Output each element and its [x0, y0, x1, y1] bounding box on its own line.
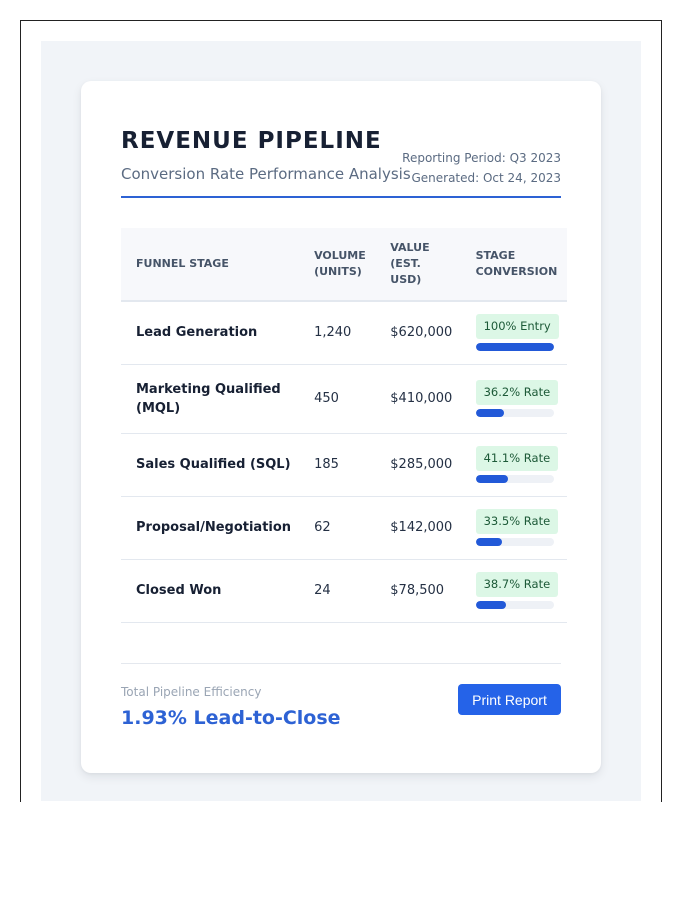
stage-value: $78,500 [375, 559, 461, 623]
conversion-progress-bar [475, 601, 554, 609]
table-row: Proposal/Negotiation 62 $142,000 33.5% Rate [121, 496, 567, 560]
stage-volume: 450 [299, 364, 376, 434]
stage-conversion-cell: 100% Entry [460, 301, 567, 365]
table-row: Sales Qualified (SQL) 185 $285,000 41.1% Ra… [121, 433, 567, 497]
conversion-progress-bar [475, 475, 554, 483]
stage-name: Closed Won [121, 559, 300, 623]
stage-volume: 62 [299, 496, 376, 560]
stage-name: Marketing Qualified (MQL) [121, 364, 300, 434]
column-header-volume: VOLUME (UNITS) [299, 228, 376, 302]
conversion-badge: 33.5% Rate [475, 509, 559, 534]
conversion-progress-fill [475, 475, 508, 483]
column-header-conversion: STAGE CONVERSION [460, 228, 567, 302]
conversion-badge: 100% Entry [475, 314, 559, 340]
stage-conversion-cell: 41.1% Rate [460, 433, 567, 497]
stage-value: $410,000 [375, 364, 461, 434]
efficiency-value: 1.93% Lead-to-Close [121, 707, 341, 729]
stage-volume: 1,240 [299, 301, 376, 365]
page-frame [20, 20, 662, 802]
report-meta: Reporting Period: Q3 2023 Generated: Oct… [402, 148, 561, 188]
stage-name: Proposal/Negotiation [121, 496, 300, 560]
stage-volume: 24 [299, 559, 376, 623]
table-header-row: FUNNEL STAGE VOLUME (UNITS) VALUE (EST. … [121, 228, 567, 302]
conversion-progress-fill [475, 538, 502, 546]
generated-date: Generated: Oct 24, 2023 [411, 171, 561, 185]
funnel-table: FUNNEL STAGE VOLUME (UNITS) VALUE (EST. … [121, 228, 567, 623]
conversion-progress-bar [475, 343, 554, 352]
table-row: Marketing Qualified (MQL) 450 $410,000 36.2… [121, 364, 567, 434]
conversion-badge: 41.1% Rate [475, 446, 559, 471]
footer-divider [121, 663, 561, 664]
report-subtitle: Conversion Rate Performance Analysis [121, 165, 411, 183]
stage-value: $285,000 [375, 433, 461, 497]
conversion-badge: 38.7% Rate [475, 572, 559, 597]
print-report-button[interactable]: Print Report [458, 684, 561, 715]
column-header-stage: FUNNEL STAGE [121, 228, 300, 302]
table-row: Lead Generation 1,240 $620,000 100% Entry [121, 301, 567, 365]
stage-name: Sales Qualified (SQL) [121, 433, 300, 497]
conversion-progress-fill [475, 409, 504, 417]
conversion-progress-bar [475, 409, 554, 417]
stage-name: Lead Generation [121, 301, 300, 365]
conversion-progress-fill [475, 343, 554, 352]
stage-value: $142,000 [375, 496, 461, 560]
stage-conversion-cell: 38.7% Rate [460, 559, 567, 623]
report-card: REVENUE PIPELINE Conversion Rate Perform… [81, 81, 601, 773]
stage-volume: 185 [299, 433, 376, 497]
conversion-progress-fill [475, 601, 506, 609]
stage-conversion-cell: 33.5% Rate [460, 496, 567, 560]
table-row: Closed Won 24 $78,500 38.7% Rate [121, 559, 567, 623]
report-title: REVENUE PIPELINE [121, 128, 382, 154]
conversion-progress-bar [475, 538, 554, 546]
efficiency-label: Total Pipeline Efficiency [121, 685, 262, 699]
stage-value: $620,000 [375, 301, 461, 365]
stage-conversion-cell: 36.2% Rate [460, 364, 567, 434]
reporting-period: Reporting Period: Q3 2023 [402, 151, 561, 165]
column-header-value: VALUE (EST. USD) [375, 228, 461, 302]
report-header: REVENUE PIPELINE Conversion Rate Perform… [121, 125, 561, 198]
conversion-badge: 36.2% Rate [475, 380, 559, 405]
